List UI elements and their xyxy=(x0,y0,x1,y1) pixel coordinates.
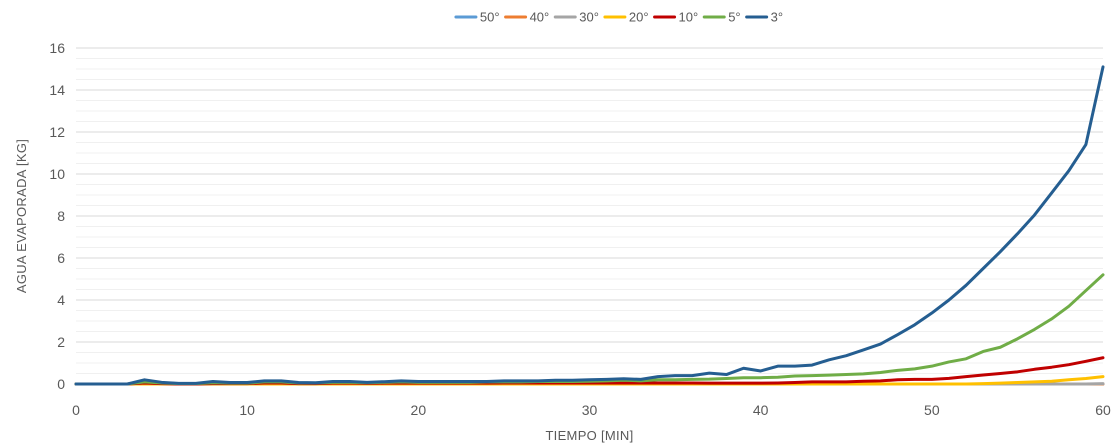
legend-label: 3° xyxy=(771,10,783,25)
y-tick-label: 12 xyxy=(49,124,65,140)
legend-item: 3° xyxy=(745,10,783,25)
y-tick-label: 4 xyxy=(57,292,65,308)
x-tick-label: 0 xyxy=(72,402,80,418)
legend-item: 50° xyxy=(454,10,500,25)
x-tick-label: 30 xyxy=(582,402,598,418)
legend: 50° 40° 30° 20° 10° 5° 3° xyxy=(454,10,783,25)
y-axis-title: AGUA EVAPORADA [KG] xyxy=(14,139,29,293)
y-axis-ticks: 0 2 4 6 8 10 12 14 16 xyxy=(49,40,65,392)
y-tick-label: 16 xyxy=(49,40,65,56)
legend-item: 40° xyxy=(504,10,550,25)
legend-item: 5° xyxy=(702,10,741,25)
legend-item: 10° xyxy=(653,10,699,25)
series-lines xyxy=(74,65,1105,386)
y-tick-label: 6 xyxy=(57,250,65,266)
x-tick-label: 60 xyxy=(1095,402,1111,418)
y-tick-label: 10 xyxy=(49,166,65,182)
x-axis-title: TIEMPO [MIN] xyxy=(545,428,633,443)
y-tick-label: 8 xyxy=(57,208,65,224)
y-tick-label: 2 xyxy=(57,334,65,350)
legend-label: 20° xyxy=(629,10,649,25)
x-tick-label: 10 xyxy=(239,402,255,418)
x-tick-label: 40 xyxy=(753,402,769,418)
legend-label: 30° xyxy=(579,10,599,25)
gridlines xyxy=(76,47,1103,385)
y-tick-label: 0 xyxy=(57,376,65,392)
legend-item: 30° xyxy=(553,10,599,25)
y-tick-label: 14 xyxy=(49,82,65,98)
legend-label: 50° xyxy=(480,10,500,25)
series-line-3 xyxy=(74,65,1105,386)
legend-item: 20° xyxy=(603,10,649,25)
x-tick-label: 50 xyxy=(924,402,940,418)
legend-label: 5° xyxy=(728,10,740,25)
legend-label: 40° xyxy=(530,10,550,25)
x-axis-ticks: 0 10 20 30 40 50 60 xyxy=(72,402,1111,418)
legend-label: 10° xyxy=(679,10,699,25)
series-line-5 xyxy=(74,273,1105,386)
x-tick-label: 20 xyxy=(411,402,427,418)
